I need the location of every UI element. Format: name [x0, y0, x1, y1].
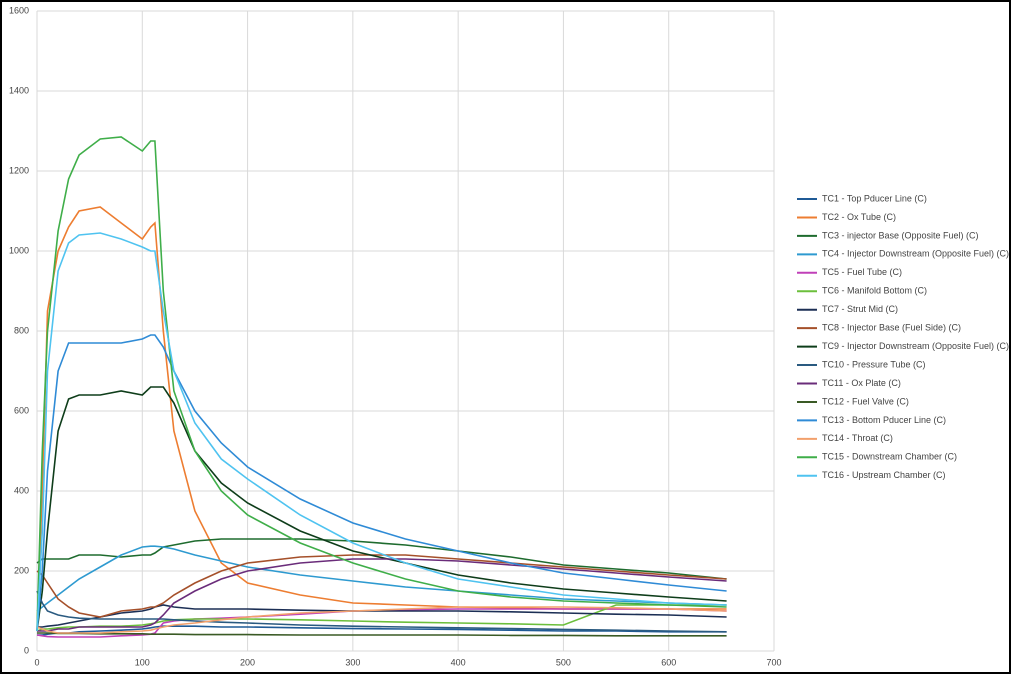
- legend-label: TC8 - Injector Base (Fuel Side) (C): [822, 323, 961, 333]
- series-line: [36, 608, 727, 638]
- legend-label: TC16 - Upstream Chamber (C): [822, 470, 946, 480]
- series-line: [36, 545, 727, 612]
- y-tick-label: 1000: [9, 245, 29, 255]
- legend-label: TC4 - Injector Downstream (Opposite Fuel…: [822, 249, 1009, 259]
- series-line: [37, 558, 727, 632]
- legend-label: TC6 - Manifold Bottom (C): [822, 286, 927, 296]
- y-tick-label: 200: [14, 565, 29, 575]
- series-line: [36, 232, 727, 632]
- y-tick-label: 1200: [9, 165, 29, 175]
- y-tick-label: 600: [14, 405, 29, 415]
- legend-label: TC11 - Ox Plate (C): [822, 378, 901, 388]
- y-tick-label: 400: [14, 485, 29, 495]
- x-tick-label: 700: [766, 657, 781, 667]
- legend-label: TC15 - Downstream Chamber (C): [822, 452, 957, 462]
- legend-label: TC12 - Fuel Valve (C): [822, 396, 909, 406]
- legend-label: TC13 - Bottom Pducer Line (C): [822, 415, 946, 425]
- legend-label: TC2 - Ox Tube (C): [822, 212, 896, 222]
- series-line: [36, 538, 727, 580]
- series-line: [36, 136, 727, 632]
- legend-label: TC5 - Fuel Tube (C): [822, 267, 902, 277]
- x-tick-label: 500: [556, 657, 571, 667]
- y-tick-label: 800: [14, 325, 29, 335]
- x-tick-label: 200: [240, 657, 255, 667]
- series-line: [37, 604, 727, 628]
- y-tick-label: 0: [24, 645, 29, 655]
- x-tick-label: 0: [34, 657, 39, 667]
- series-line: [36, 590, 727, 633]
- legend-label: TC9 - Injector Downstream (Opposite Fuel…: [822, 341, 1009, 351]
- legend-label: TC1 - Top Pducer Line (C): [822, 193, 927, 203]
- x-tick-label: 400: [451, 657, 466, 667]
- legend-label: TC10 - Pressure Tube (C): [822, 359, 926, 369]
- x-tick-label: 300: [345, 657, 360, 667]
- legend-label: TC7 - Strut Mid (C): [822, 304, 898, 314]
- x-tick-label: 600: [661, 657, 676, 667]
- x-tick-label: 100: [135, 657, 150, 667]
- legend-label: TC3 - injector Base (Opposite Fuel) (C): [822, 230, 979, 240]
- legend-label: TC14 - Throat (C): [822, 433, 893, 443]
- series-line: [36, 386, 727, 632]
- series-line: [36, 606, 727, 634]
- y-tick-label: 1400: [9, 85, 29, 95]
- y-tick-label: 1600: [9, 5, 29, 15]
